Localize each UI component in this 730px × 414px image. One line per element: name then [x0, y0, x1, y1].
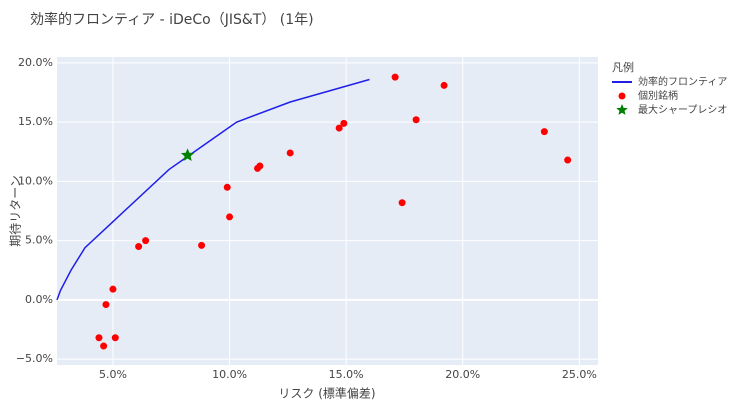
stock-point [102, 301, 110, 309]
y-tick-label: 15.0% [18, 115, 53, 128]
sharpe-point [180, 148, 195, 161]
stock-point [398, 199, 406, 207]
y-tick-label: 5.0% [25, 234, 53, 247]
stock-point [142, 237, 150, 245]
stock-point [226, 213, 234, 221]
legend-swatch [618, 92, 626, 100]
x-tick-label: 25.0% [562, 368, 597, 381]
stock-point [440, 81, 448, 89]
stock-point [109, 285, 117, 293]
stock-point [135, 243, 143, 251]
frontier-line [56, 78, 370, 301]
y-tick-label: 20.0% [18, 56, 53, 69]
x-tick-label: 10.0% [212, 368, 247, 381]
plot-bg [57, 57, 598, 365]
legend-title: 凡例 [612, 60, 634, 74]
stock-point [223, 183, 231, 191]
stock-point [198, 241, 206, 249]
stock-point [335, 124, 343, 132]
stock-point [286, 149, 294, 157]
x-tick-label: 15.0% [329, 368, 364, 381]
stock-point [391, 73, 399, 81]
legend-label: 効率的フロンティア [638, 75, 727, 88]
legend-label: 個別銘柄 [638, 89, 678, 102]
y-tick-label: 0.0% [25, 293, 53, 306]
chart-title: 効率的フロンティア - iDeCo（JIS&T） (1年) [30, 11, 314, 28]
stock-point [540, 128, 548, 136]
stock-point [340, 119, 348, 127]
legend-label: 最大シャープレシオ [638, 103, 727, 116]
stock-point [111, 334, 119, 342]
y-tick-label: 10.0% [18, 174, 53, 187]
y-tick-label: −5.0% [16, 352, 53, 365]
stock-point [256, 162, 264, 170]
y-axis-title: 期待リターン [9, 175, 23, 246]
x-tick-label: 20.0% [445, 368, 480, 381]
stock-point [412, 116, 420, 124]
stock-point [95, 334, 103, 342]
legend-swatch [616, 104, 628, 115]
stock-point [564, 156, 572, 164]
stock-point [100, 342, 108, 350]
x-axis-title: リスク (標準偏差) [278, 386, 375, 401]
x-tick-label: 5.0% [99, 368, 127, 381]
